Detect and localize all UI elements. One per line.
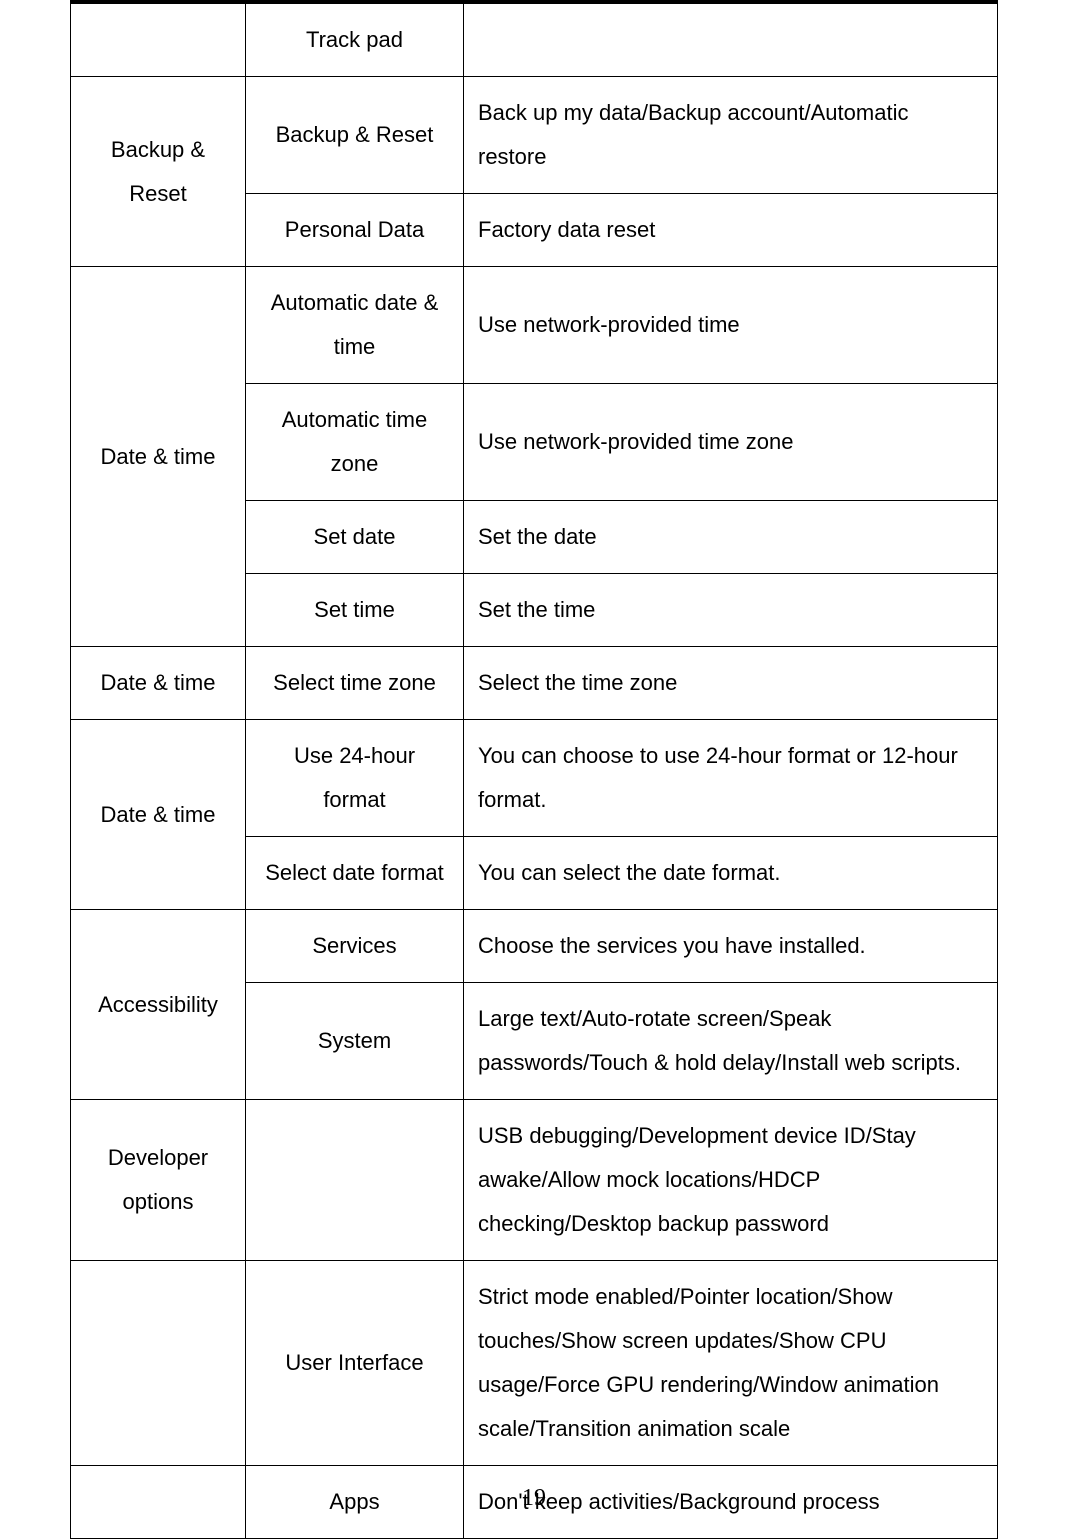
sub-cell: Set date [246, 501, 464, 574]
desc-cell: Strict mode enabled/Pointer location/Sho… [464, 1261, 998, 1466]
category-cell [71, 2, 246, 77]
table-row: Date & time Select time zone Select the … [71, 647, 998, 720]
table-row: Accessibility Services Choose the servic… [71, 910, 998, 983]
desc-cell: Set the time [464, 574, 998, 647]
sub-cell: User Interface [246, 1261, 464, 1466]
table-row: Date & time Automatic date & time Use ne… [71, 267, 998, 384]
sub-cell: Backup & Reset [246, 77, 464, 194]
sub-cell: Set time [246, 574, 464, 647]
sub-cell: Use 24-hour format [246, 720, 464, 837]
sub-cell: Automatic date & time [246, 267, 464, 384]
desc-cell: USB debugging/Development device ID/Stay… [464, 1100, 998, 1261]
sub-cell: Track pad [246, 2, 464, 77]
category-cell: Date & time [71, 647, 246, 720]
table-row: Track pad [71, 2, 998, 77]
desc-cell: Choose the services you have installed. [464, 910, 998, 983]
category-cell: Developer options [71, 1100, 246, 1261]
category-cell: Accessibility [71, 910, 246, 1100]
desc-cell: Factory data reset [464, 194, 998, 267]
sub-cell: Select time zone [246, 647, 464, 720]
desc-cell: Set the date [464, 501, 998, 574]
category-cell: Backup & Reset [71, 77, 246, 267]
sub-cell: Services [246, 910, 464, 983]
table-row: Date & time Use 24-hour format You can c… [71, 720, 998, 837]
desc-cell: Large text/Auto-rotate screen/Speak pass… [464, 983, 998, 1100]
desc-cell: Use network-provided time [464, 267, 998, 384]
sub-cell: System [246, 983, 464, 1100]
table-row: Backup & Reset Backup & Reset Back up my… [71, 77, 998, 194]
sub-cell: Personal Data [246, 194, 464, 267]
desc-cell: You can select the date format. [464, 837, 998, 910]
sub-cell: Select date format [246, 837, 464, 910]
sub-cell: Automatic time zone [246, 384, 464, 501]
desc-cell: Use network-provided time zone [464, 384, 998, 501]
desc-cell [464, 2, 998, 77]
table-row: User Interface Strict mode enabled/Point… [71, 1261, 998, 1466]
page-number: 19 [0, 1485, 1068, 1512]
category-cell: Date & time [71, 267, 246, 647]
category-cell: Date & time [71, 720, 246, 910]
settings-table: Track pad Backup & Reset Backup & Reset … [70, 0, 998, 1539]
desc-cell: Select the time zone [464, 647, 998, 720]
table-row: Developer options USB debugging/Developm… [71, 1100, 998, 1261]
desc-cell: Back up my data/Backup account/Automatic… [464, 77, 998, 194]
sub-cell [246, 1100, 464, 1261]
desc-cell: You can choose to use 24-hour format or … [464, 720, 998, 837]
document-page: Track pad Backup & Reset Backup & Reset … [0, 0, 1068, 1540]
category-cell [71, 1261, 246, 1466]
